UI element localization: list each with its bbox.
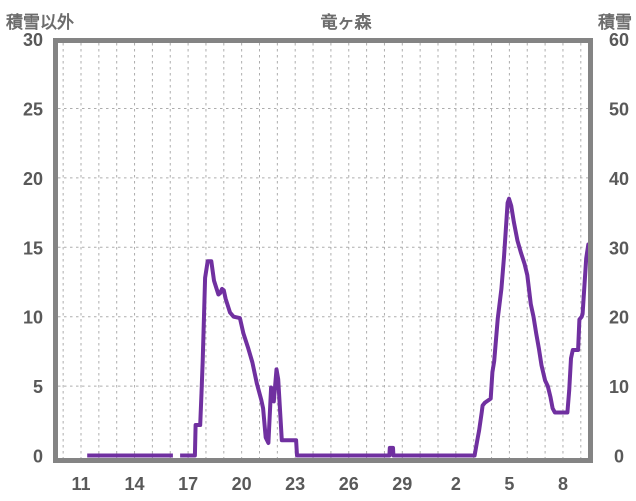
svg-text:25: 25	[23, 100, 43, 120]
svg-text:5: 5	[33, 377, 43, 397]
svg-text:10: 10	[23, 308, 43, 328]
svg-text:20: 20	[23, 169, 43, 189]
left-axis-tick-labels: 30 25 20 15 10 5 0	[23, 30, 43, 466]
svg-text:17: 17	[178, 474, 198, 494]
svg-text:0: 0	[33, 447, 43, 467]
right-axis-tick-labels: 60 50 40 30 20 10 0	[609, 30, 629, 466]
svg-text:20: 20	[232, 474, 252, 494]
svg-text:30: 30	[609, 238, 629, 258]
svg-text:0: 0	[614, 447, 624, 467]
plot-border	[53, 38, 593, 463]
chart-title: 竜ヶ森	[320, 13, 372, 32]
svg-text:20: 20	[609, 308, 629, 328]
svg-text:50: 50	[609, 100, 629, 120]
right-axis-title: 積雪	[598, 13, 632, 32]
x-axis-tick-labels: 11 14 17 20 23 26 29 2 5 8	[71, 474, 567, 494]
svg-text:10: 10	[609, 377, 629, 397]
svg-text:60: 60	[609, 30, 629, 50]
svg-text:30: 30	[23, 30, 43, 50]
svg-text:14: 14	[125, 474, 145, 494]
svg-text:5: 5	[504, 474, 514, 494]
svg-text:15: 15	[23, 238, 43, 258]
svg-text:11: 11	[71, 474, 90, 494]
svg-text:40: 40	[609, 169, 629, 189]
svg-text:8: 8	[558, 474, 568, 494]
grid-lines	[58, 43, 588, 458]
svg-text:26: 26	[339, 474, 359, 494]
left-axis-title: 積雪以外	[6, 13, 74, 32]
series-snow-depth-line	[87, 196, 590, 458]
svg-text:29: 29	[392, 474, 412, 494]
svg-text:23: 23	[285, 474, 305, 494]
svg-text:2: 2	[451, 474, 461, 494]
